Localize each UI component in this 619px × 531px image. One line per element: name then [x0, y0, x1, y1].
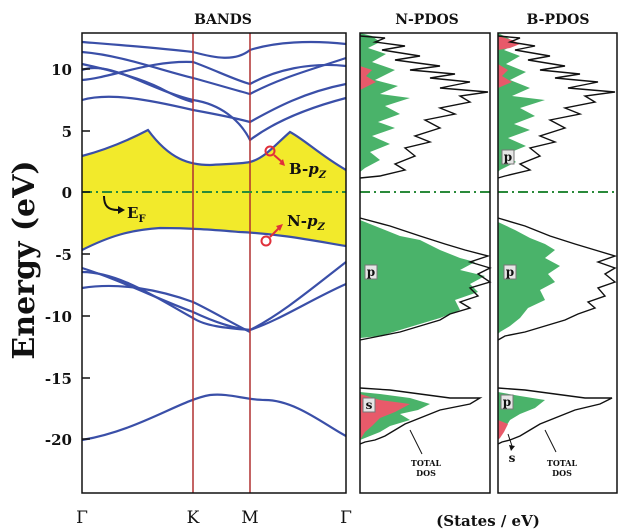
npdos-p-valence [360, 220, 485, 338]
npdos-s-label: s [366, 398, 373, 412]
band-c5 [81, 40, 347, 59]
ytick-label-m10: -10 [45, 308, 72, 326]
ytick-label-m20: -20 [45, 431, 72, 449]
dos-x-axis-label: (States / eV) [436, 512, 540, 530]
npdos-total-conduction [359, 35, 489, 179]
band-sigma-1 [81, 261, 347, 332]
bpdos-s-low [498, 420, 508, 440]
bpdos-s-label: s [509, 451, 516, 465]
npdos-total-label-2: DOS [416, 468, 436, 478]
ef-label: EF [127, 204, 146, 225]
bpdos-title: B-PDOS [527, 12, 590, 28]
bpdos-p-conduction [498, 33, 545, 172]
bpdos-s-top [498, 36, 520, 50]
bpdos-panel: p p p s TOTAL DOS [497, 32, 618, 494]
ytick-label-5: 5 [62, 123, 72, 141]
npz-arrow [269, 227, 280, 238]
band-c3 [81, 82, 347, 124]
npdos-total-valence [359, 217, 492, 341]
npdos-s-box [362, 397, 376, 413]
ytick-label-m15: -15 [45, 370, 72, 388]
band-c1 [81, 66, 347, 142]
ytick-label-m5: -5 [55, 246, 72, 264]
bpdos-s-arrowhead [509, 445, 515, 451]
band-gap-fill [82, 130, 346, 250]
bpdos-s-pointer [507, 433, 513, 447]
bpdos-s-conduction [498, 64, 512, 88]
band-lowest [81, 393, 347, 442]
kpoint-label-gamma-end: Γ [340, 508, 352, 528]
npdos-total-pointer [409, 429, 423, 455]
npdos-panel: p s TOTAL DOS [359, 32, 492, 494]
ytick-label-0: 0 [62, 184, 72, 202]
bpdos-total-low [497, 387, 613, 445]
bpdos-p-box-low [500, 394, 514, 410]
bpz-marker [264, 145, 276, 157]
band-npz [81, 226, 347, 251]
npz-label: N-pZ [287, 212, 325, 233]
y-axis-label: Energy (eV) [7, 160, 42, 359]
npdos-total-label-1: TOTAL [411, 458, 442, 468]
bpdos-p-label-low: p [503, 395, 511, 409]
bpdos-total-label-1: TOTAL [547, 458, 578, 468]
band-bpz [81, 128, 347, 171]
band-lines [81, 40, 347, 442]
bpdos-p-label-upper: p [504, 150, 512, 164]
bpdos-p-box-upper [501, 149, 515, 165]
npdos-frame [359, 32, 491, 494]
bpz-label: B-pZ [289, 160, 327, 181]
npz-arrowhead [276, 224, 283, 231]
bpz-arrow [273, 154, 283, 163]
bands-frame [81, 32, 347, 494]
ytick-label-10: 10 [51, 61, 72, 79]
npdos-title: N-PDOS [395, 12, 459, 28]
bpdos-p-box-mid [503, 264, 517, 280]
band-c2 [81, 60, 347, 86]
npz-marker [260, 235, 272, 247]
bpdos-total-valence [497, 217, 618, 341]
kpoint-label-gamma-start: Γ [76, 508, 88, 528]
kpoint-label-m: M [241, 508, 258, 528]
bpz-arrowhead [279, 159, 285, 166]
ef-arrow [103, 195, 119, 211]
npdos-p-conduction [360, 33, 410, 172]
npdos-total-low [359, 387, 483, 445]
ef-arrowhead [118, 206, 125, 214]
npdos-s-conduction [360, 66, 376, 90]
bands-title: BANDS [194, 12, 252, 28]
bpdos-p-valence [498, 222, 560, 334]
bpdos-total-conduction [497, 35, 616, 179]
band-c6 [81, 62, 194, 104]
band-c4 [81, 50, 347, 96]
y-ticks [82, 68, 90, 440]
bpdos-frame [497, 32, 618, 494]
bpdos-p-label-mid: p [506, 265, 514, 279]
kpoint-label-k: K [187, 508, 200, 528]
bpdos-total-label-2: DOS [552, 468, 572, 478]
npdos-p-label: p [367, 265, 375, 279]
npdos-p-box [364, 264, 378, 280]
band-sigma-3 [81, 270, 347, 332]
bpdos-total-pointer [544, 429, 557, 453]
